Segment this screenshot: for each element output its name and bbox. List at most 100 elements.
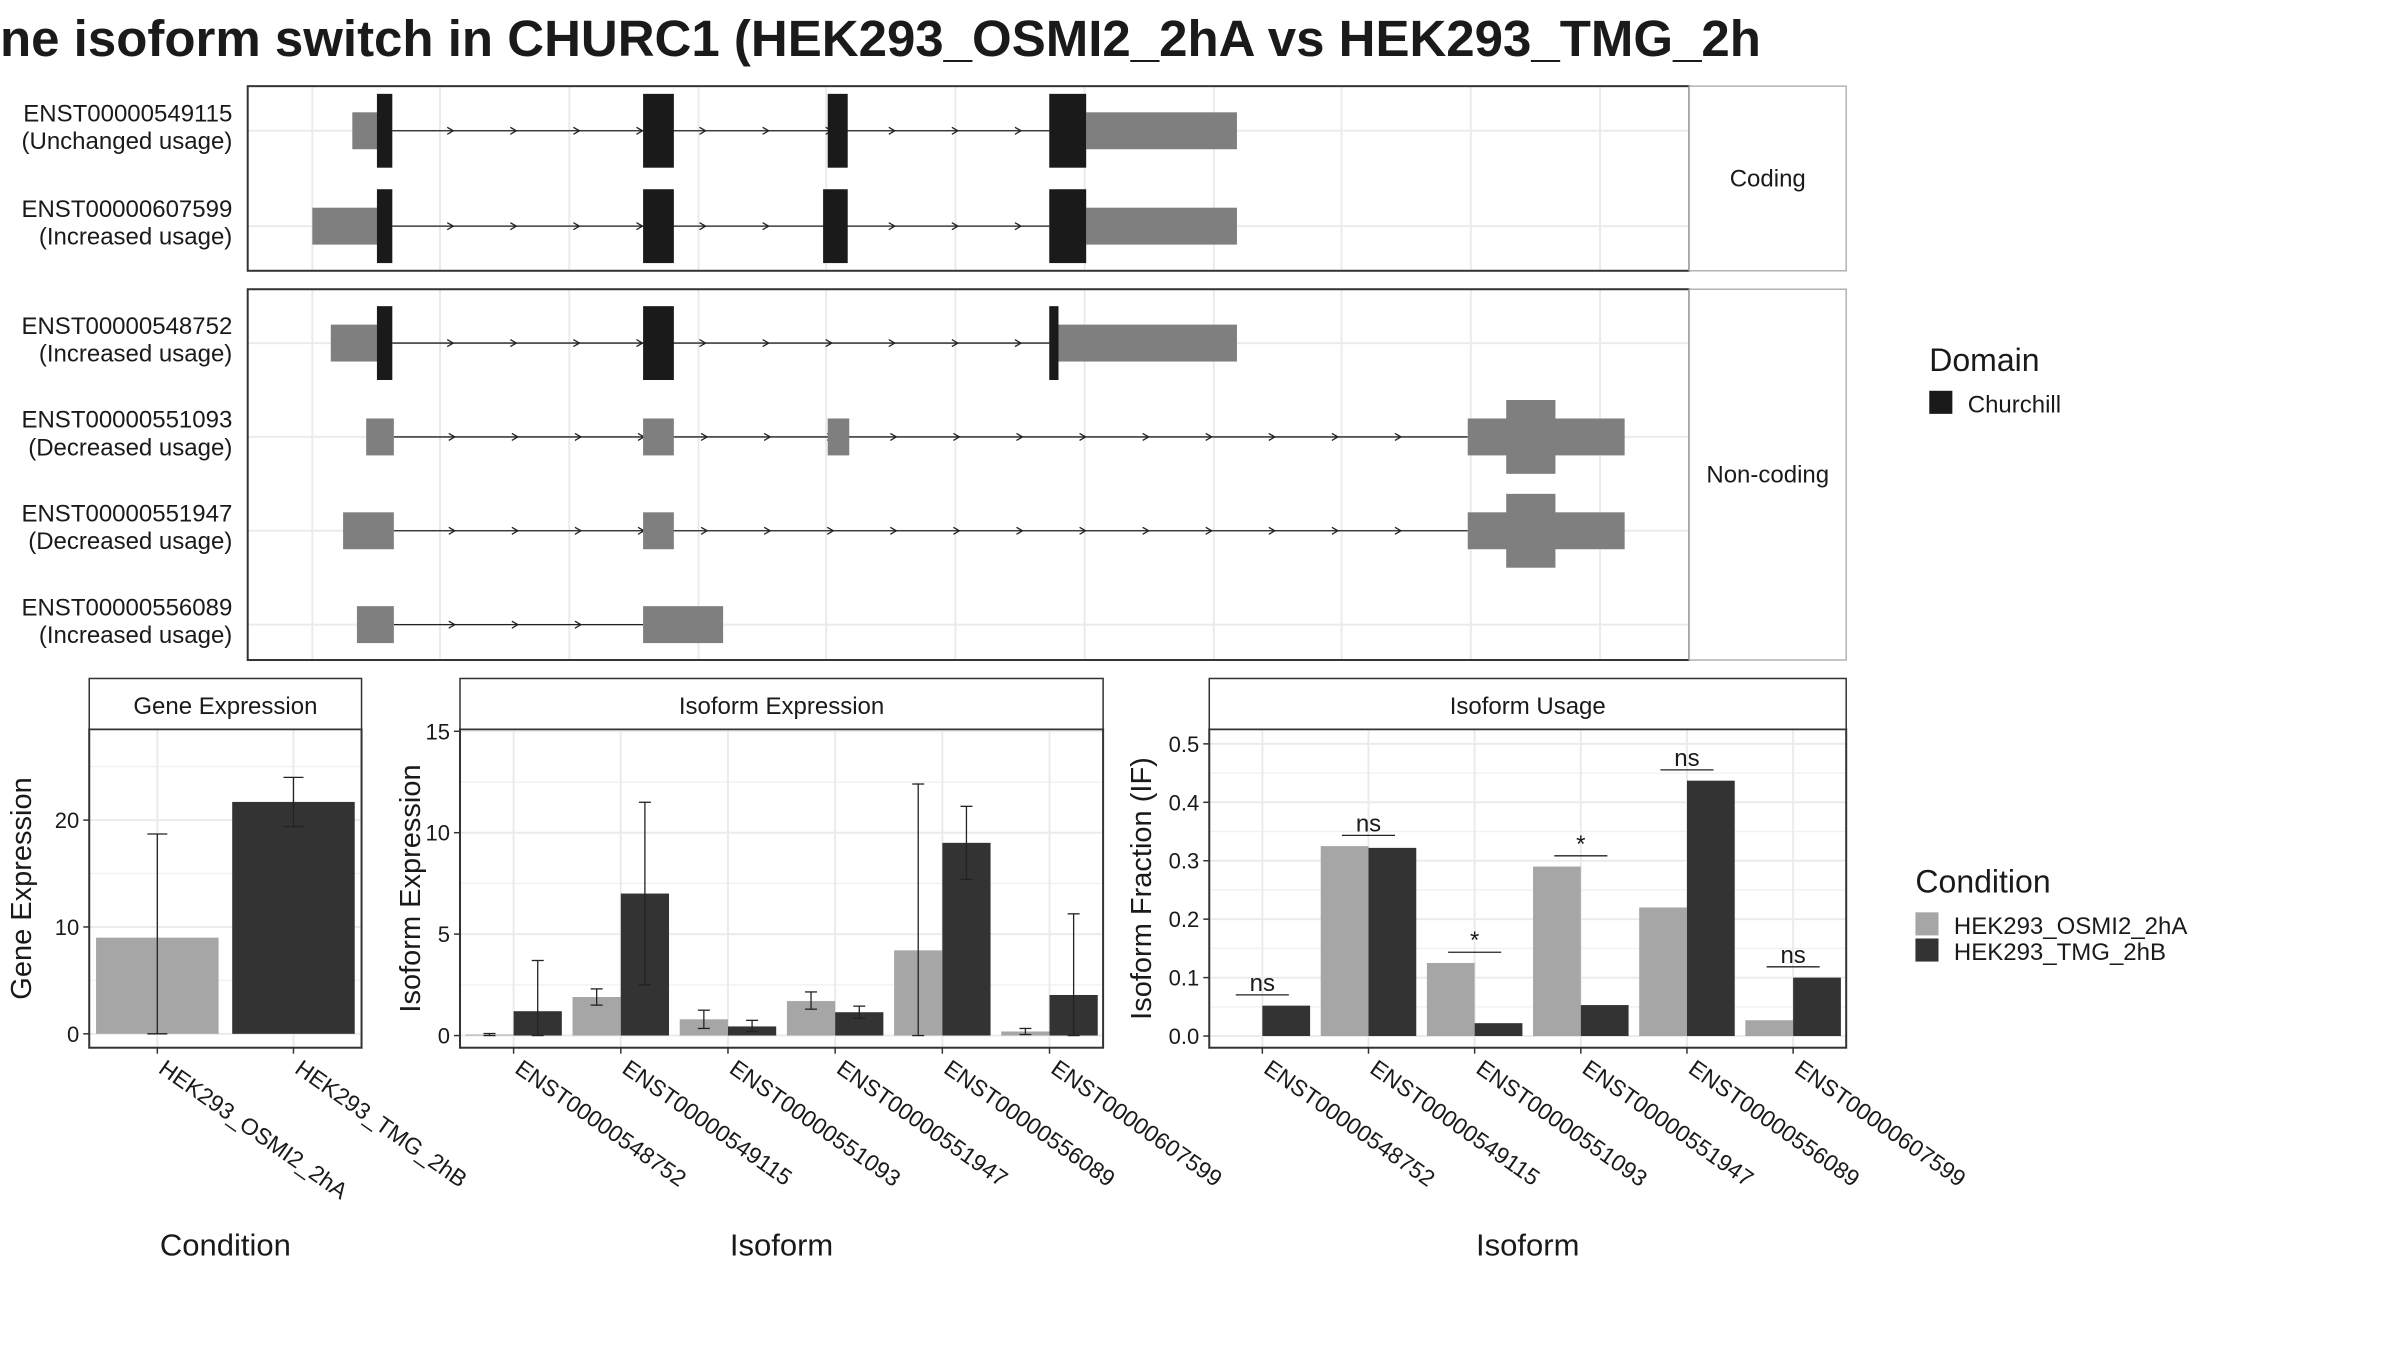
panel-title: Gene Expression: [133, 693, 317, 720]
significance-label: ns: [1780, 942, 1805, 969]
exon-peak-block: [1506, 493, 1556, 568]
direction-arrow: [700, 432, 709, 441]
direction-arrow: [1394, 526, 1403, 535]
direction-arrow: [1331, 432, 1340, 441]
direction-arrow: [951, 339, 960, 348]
significance-label: *: [1576, 831, 1585, 858]
transcript-usage-label: (Increased usage): [39, 341, 232, 368]
direction-arrow: [1079, 526, 1087, 535]
transcript-row-ENST00000549115: ENST00000549115(Unchanged usage): [22, 93, 1237, 168]
y-tick-label: 15: [426, 719, 450, 744]
direction-arrow: [1014, 339, 1023, 348]
facet-panel-bg: [247, 86, 1690, 271]
significance-label: ns: [1356, 810, 1381, 837]
direction-arrow: [1268, 526, 1277, 535]
domain-block: [376, 306, 393, 381]
y-tick-label: 0: [67, 1022, 79, 1047]
transcript-id-label: ENST00000556089: [21, 594, 232, 621]
direction-arrow: [888, 339, 897, 348]
transcript-plot: ENST00000549115(Unchanged usage)ENST0000…: [21, 85, 1847, 662]
direction-arrow: [699, 339, 707, 348]
direction-arrow: [509, 339, 518, 348]
transcript-usage-label: (Decreased usage): [28, 528, 232, 555]
y-axis-title: Isoform Fraction (IF): [1126, 757, 1158, 1020]
domain-block: [1049, 93, 1087, 168]
bar-HEK293_TMG_2hB-ENST00000551093: [1474, 1023, 1523, 1037]
direction-arrow: [1142, 526, 1150, 535]
direction-arrow: [951, 222, 960, 231]
facet-1: ENST00000548752(Increased usage) ENST0000…: [21, 288, 1847, 662]
exon-block: [643, 606, 724, 644]
significance-label: ns: [1250, 970, 1275, 997]
direction-arrow: [511, 526, 520, 535]
y-tick-label: 0.3: [1169, 849, 1200, 874]
x-axis-title: Isoform: [1476, 1227, 1579, 1262]
x-tick-label: ENST00000551093: [725, 1055, 905, 1192]
condition-legend-label: HEK293_OSMI2_2hA: [1954, 913, 2187, 940]
transcript-id-label: ENST00000549115: [23, 101, 232, 128]
transcript-usage-label: (Unchanged usage): [22, 128, 233, 155]
condition-legend-key: [1915, 912, 1939, 936]
transcript-row-ENST00000548752: ENST00000548752(Increased usage): [21, 306, 1237, 381]
transcript-id-label: ENST00000551947: [21, 501, 232, 528]
direction-arrow: [1268, 432, 1277, 441]
bar-HEK293_TMG_2hB-ENST00000551947: [835, 1012, 884, 1036]
exon-block: [827, 418, 850, 456]
direction-arrow: [573, 339, 581, 348]
direction-arrow: [825, 339, 834, 348]
facet-strip: [1688, 85, 1847, 272]
bar-HEK293_TMG_2hB-ENST00000607599: [1793, 977, 1841, 1037]
direction-arrow: [953, 432, 961, 441]
significance-label: *: [1470, 927, 1479, 954]
direction-arrow: [448, 432, 457, 441]
direction-arrow: [1016, 432, 1024, 441]
x-tick-label: ENST00000551947: [1578, 1055, 1758, 1192]
bar-HEK293_TMG_2hB-ENST00000551947: [1580, 1005, 1629, 1037]
exon-block: [343, 512, 394, 550]
direction-arrow: [636, 339, 644, 348]
facet-strip: [1688, 288, 1847, 661]
domain-block: [1049, 306, 1059, 381]
direction-arrow: [446, 222, 455, 231]
y-tick-label: 20: [55, 808, 79, 833]
direction-arrow: [890, 432, 898, 441]
exon-block: [643, 418, 674, 456]
legends: Domain Churchill Condition HEK293_OSMI2_2hA…: [1915, 342, 2187, 966]
y-tick-label: 0.1: [1169, 966, 1200, 991]
panel-bg: [1209, 729, 1847, 1048]
bar-panels: Gene Expression01020HEK293_OSMI2_2hAHEK2…: [6, 677, 1971, 1262]
domain-legend-label: Churchill: [1968, 391, 2061, 418]
panel-gene-expression: Gene Expression01020HEK293_OSMI2_2hAHEK2…: [6, 677, 472, 1262]
domain-block: [1049, 189, 1087, 264]
bar-HEK293_OSMI2_2hA-ENST00000607599: [1745, 1020, 1794, 1037]
figure-title: ne isoform switch in CHURC1 (HEK293_OSMI…: [0, 10, 1761, 67]
transcript-row-ENST00000551947: ENST00000551947(Decreased usage): [21, 493, 1625, 568]
direction-arrow: [573, 222, 581, 231]
direction-arrow: [699, 222, 707, 231]
bar-HEK293_TMG_2hB-ENST00000549115: [1368, 847, 1417, 1037]
direction-arrow: [953, 526, 961, 535]
transcript-row-ENST00000607599: ENST00000607599(Increased usage): [21, 189, 1237, 264]
bar-HEK293_OSMI2_2hA-ENST00000549115: [1320, 846, 1369, 1037]
domain-block: [823, 189, 848, 264]
facet-0: ENST00000549115(Unchanged usage)ENST0000…: [21, 85, 1847, 272]
x-tick-label: ENST00000548752: [1259, 1055, 1439, 1192]
domain-block: [643, 93, 674, 168]
exon-block: [356, 606, 394, 644]
direction-arrow: [1205, 526, 1214, 535]
y-tick-label: 10: [426, 821, 450, 846]
y-tick-label: 0: [438, 1024, 450, 1049]
direction-arrow: [762, 126, 770, 135]
x-tick-label: ENST00000551093: [1472, 1055, 1652, 1192]
y-axis-title: Isoform Expression: [395, 764, 427, 1012]
direction-arrow: [888, 126, 897, 135]
facet-strip-label: Coding: [1730, 165, 1806, 192]
direction-arrow: [700, 526, 709, 535]
y-tick-label: 10: [55, 915, 79, 940]
facet-panel-bg: [247, 289, 1690, 661]
domain-block: [376, 189, 393, 264]
y-tick-label: 0.0: [1169, 1024, 1200, 1049]
direction-arrow: [888, 222, 897, 231]
direction-arrow: [511, 620, 520, 629]
